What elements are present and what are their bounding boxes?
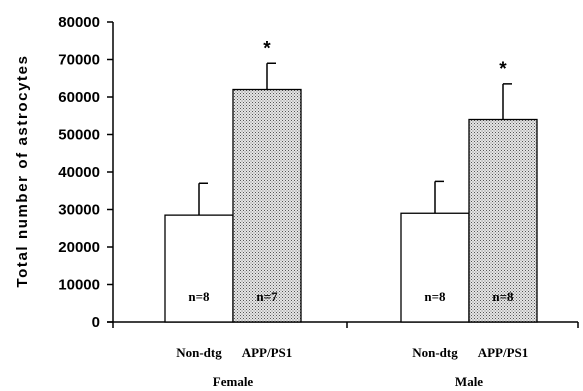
n-label: n=7 — [256, 289, 278, 304]
group-label-female: Female — [213, 374, 254, 389]
y-tick-label: 80000 — [58, 14, 100, 31]
n-label: n=8 — [188, 289, 210, 304]
bar-female-app-ps1 — [232, 88, 302, 323]
y-tick-label: 30000 — [58, 202, 100, 219]
y-tick-label: 60000 — [58, 89, 100, 106]
bar-male-non-dtg — [400, 212, 470, 323]
y-tick-label: 20000 — [58, 239, 100, 256]
n-label: n=8 — [424, 289, 446, 304]
y-axis-title: Total number of astrocytes — [14, 54, 31, 287]
category-label: APP/PS1 — [242, 345, 293, 360]
bar-female-non-dtg — [164, 214, 234, 323]
y-tick-label: 0 — [92, 314, 100, 331]
significance-asterisk: * — [499, 59, 507, 80]
y-tick-label: 70000 — [58, 52, 100, 69]
bar-male-app-ps1 — [468, 118, 538, 323]
group-label-male: Male — [455, 374, 483, 389]
y-tick-label: 40000 — [58, 164, 100, 181]
n-label: n=8 — [492, 289, 514, 304]
y-tick-label: 50000 — [58, 127, 100, 144]
category-label: APP/PS1 — [478, 345, 529, 360]
category-label: Non-dtg — [176, 345, 222, 360]
y-tick-label: 10000 — [58, 277, 100, 294]
significance-asterisk: * — [263, 38, 271, 59]
category-label: Non-dtg — [412, 345, 458, 360]
